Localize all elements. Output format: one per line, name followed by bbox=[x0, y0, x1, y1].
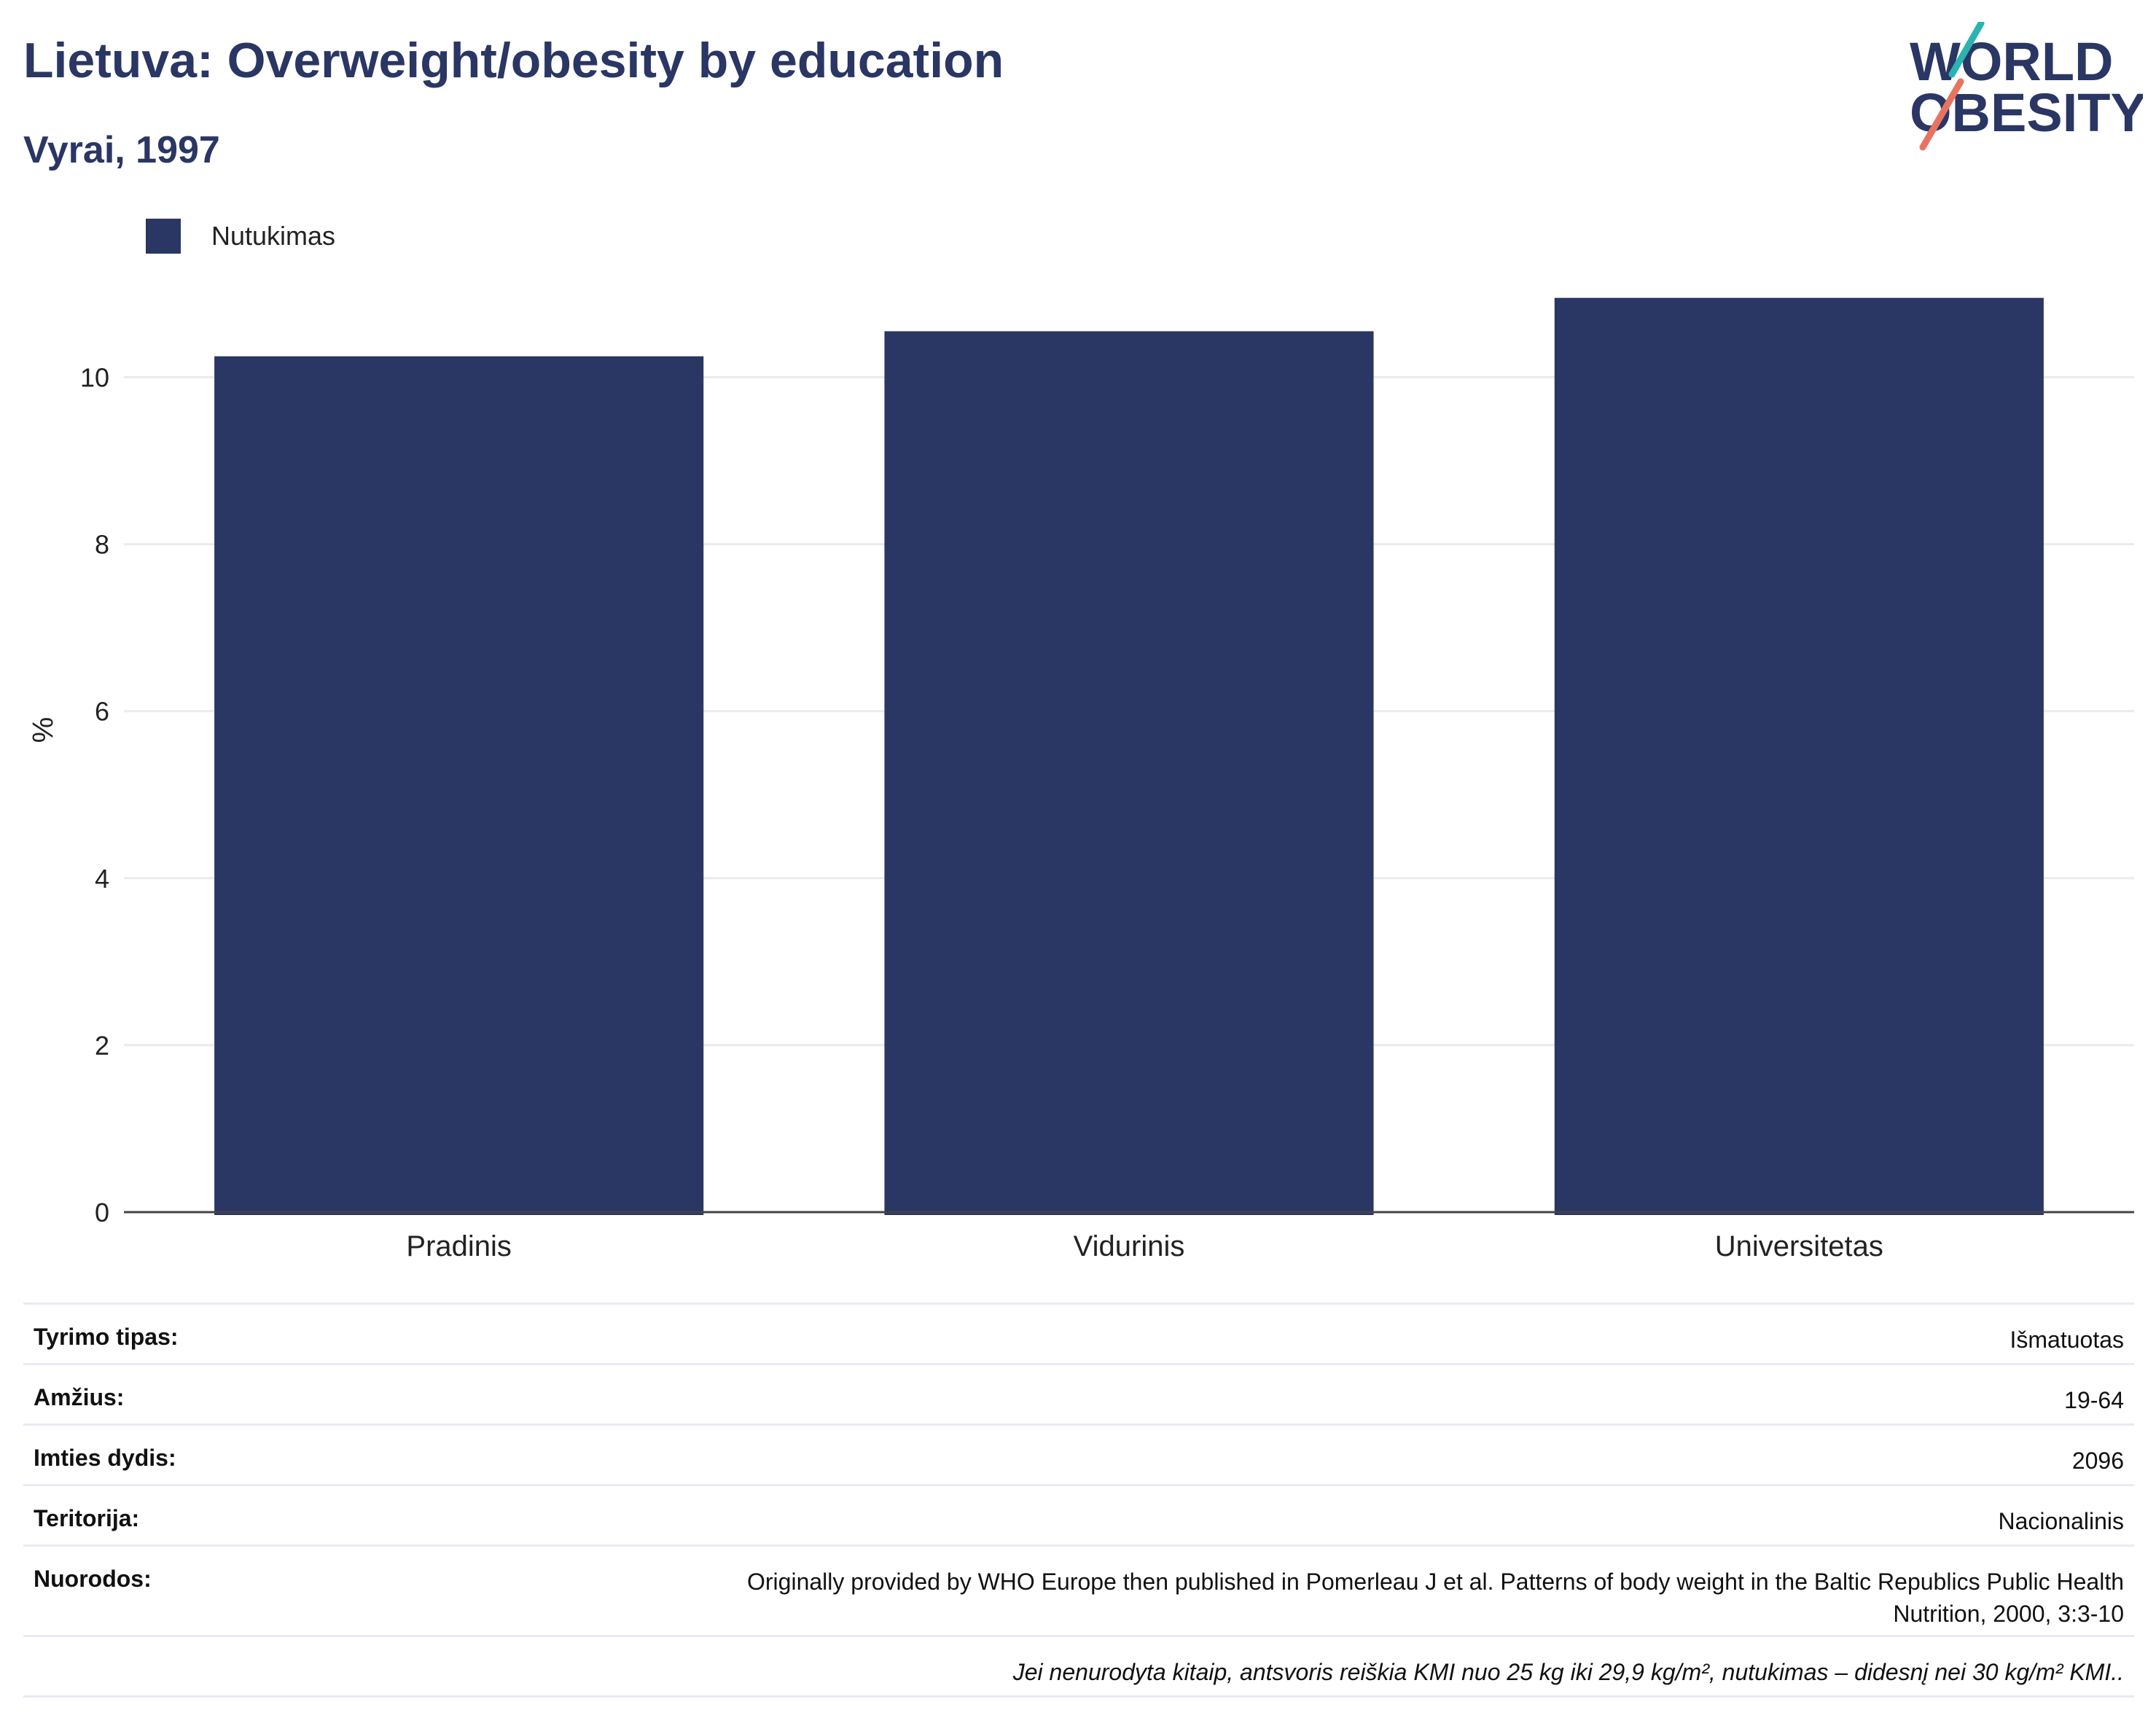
info-row-references: Nuorodos: Originally provided by WHO Eur… bbox=[23, 1544, 2134, 1636]
info-value: Nacionalinis bbox=[246, 1484, 2134, 1546]
logo-word-obesity: OBESITY bbox=[1910, 82, 2143, 143]
bar-chart: 0 2 4 6 8 10 Pradinis Vidurinis Universitetas % bbox=[28, 297, 2134, 1262]
info-key: Amžius: bbox=[23, 1363, 247, 1425]
world-obesity-logo: WORLD OBESITY bbox=[1910, 22, 2143, 151]
reference-line-2: Nutrition, 2000, 3:3-10 bbox=[1893, 1601, 2124, 1627]
x-category-label: Pradinis bbox=[406, 1230, 512, 1262]
legend-label-nutukimas[interactable]: Nutukimas bbox=[211, 221, 336, 251]
bar-pradinis[interactable] bbox=[214, 356, 704, 1215]
info-value: Išmatuotas bbox=[246, 1303, 2134, 1364]
y-tick-label: 0 bbox=[95, 1198, 109, 1227]
info-key: Nuorodos: bbox=[23, 1544, 247, 1636]
chart-title: Lietuva: Overweight/obesity by education bbox=[23, 33, 1004, 88]
logo-teal-slash bbox=[1948, 22, 1985, 78]
info-row-sample-size: Imties dydis: 2096 bbox=[23, 1423, 2134, 1485]
info-value: Originally provided by WHO Europe then p… bbox=[246, 1544, 2134, 1636]
footnote: Jei nenurodyta kitaip, antsvoris reiškia… bbox=[23, 1635, 2134, 1698]
legend-swatch-nutukimas[interactable] bbox=[146, 219, 181, 254]
y-tick-label: 4 bbox=[95, 864, 109, 894]
x-category-labels: Pradinis Vidurinis Universitetas bbox=[406, 1230, 1883, 1262]
x-category-label: Vidurinis bbox=[1074, 1230, 1185, 1262]
y-tick-label: 8 bbox=[95, 530, 109, 560]
bar-vidurinis[interactable] bbox=[884, 331, 1374, 1215]
chart-subtitle: Vyrai, 1997 bbox=[23, 129, 220, 171]
info-value: 19-64 bbox=[246, 1363, 2134, 1425]
reference-line-1: Originally provided by WHO Europe then p… bbox=[747, 1569, 2124, 1595]
logo-word-world: WORLD bbox=[1910, 31, 2114, 92]
info-row-territory: Teritorija: Nacionalinis bbox=[23, 1484, 2134, 1546]
y-tick-label: 2 bbox=[95, 1031, 109, 1061]
y-tick-label: 10 bbox=[80, 362, 109, 392]
y-tick-labels: 0 2 4 6 8 10 bbox=[80, 362, 109, 1227]
legend: Nutukimas bbox=[146, 217, 335, 255]
info-key: Imties dydis: bbox=[23, 1423, 247, 1485]
study-info-table: Tyrimo tipas: Išmatuotas Amžius: 19-64 I… bbox=[23, 1303, 2134, 1698]
y-tick-label: 6 bbox=[95, 697, 109, 727]
info-row-footnote: Jei nenurodyta kitaip, antsvoris reiškia… bbox=[23, 1635, 2134, 1698]
info-key: Teritorija: bbox=[23, 1484, 247, 1546]
bar-universitetas[interactable] bbox=[1554, 297, 2044, 1215]
info-row-age: Amžius: 19-64 bbox=[23, 1363, 2134, 1425]
logo-coral-slash bbox=[1919, 78, 1964, 151]
x-category-label: Universitetas bbox=[1715, 1230, 1883, 1262]
info-value: 2096 bbox=[246, 1423, 2134, 1485]
info-row-study-type: Tyrimo tipas: Išmatuotas bbox=[23, 1303, 2134, 1364]
bars bbox=[214, 297, 2044, 1215]
y-axis-title: % bbox=[28, 717, 60, 743]
info-key: Tyrimo tipas: bbox=[23, 1303, 247, 1364]
